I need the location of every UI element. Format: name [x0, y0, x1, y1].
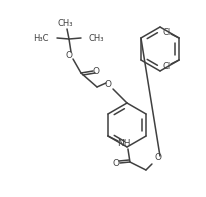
Text: H₃C: H₃C: [33, 33, 49, 43]
Text: Cl: Cl: [162, 61, 170, 71]
Text: CH₃: CH₃: [89, 33, 104, 43]
Text: O: O: [112, 160, 119, 168]
Text: O: O: [65, 50, 72, 59]
Text: NH: NH: [117, 139, 130, 149]
Text: O: O: [154, 152, 161, 162]
Text: CH₃: CH₃: [57, 19, 72, 28]
Text: Cl: Cl: [162, 28, 170, 36]
Text: O: O: [104, 80, 111, 88]
Text: O: O: [92, 67, 99, 75]
